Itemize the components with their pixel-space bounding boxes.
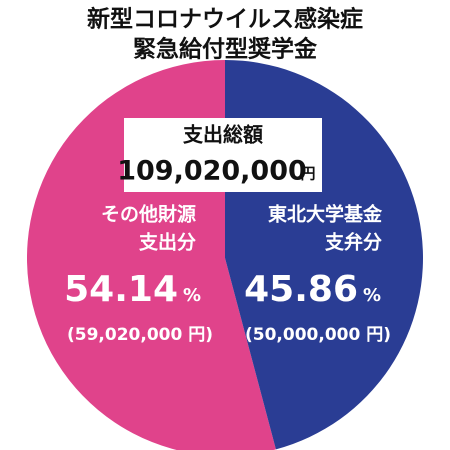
slice-percent-unit: % xyxy=(183,285,201,306)
slice-amount: (59,020,000 円) xyxy=(67,325,213,345)
slice-name: 東北大学基金 xyxy=(268,203,383,226)
slice-percent-unit: % xyxy=(363,285,381,306)
slice-percent: 45.86 xyxy=(244,269,358,310)
total-value: 109,020,000 xyxy=(117,156,307,187)
slice-name: 支弁分 xyxy=(324,231,382,254)
total-box xyxy=(124,118,322,192)
chart-title: 緊急給付型奨学金 xyxy=(133,36,318,63)
slice-amount: (50,000,000 円) xyxy=(245,325,391,345)
total-unit: 円 xyxy=(300,165,315,183)
slice-name: 支出分 xyxy=(138,231,196,254)
slice-percent: 54.14 xyxy=(64,269,178,310)
chart-title: 新型コロナウイルス感染症 xyxy=(87,6,363,33)
total-label: 支出総額 xyxy=(183,123,263,147)
slice-name: その他財源 xyxy=(101,203,196,226)
